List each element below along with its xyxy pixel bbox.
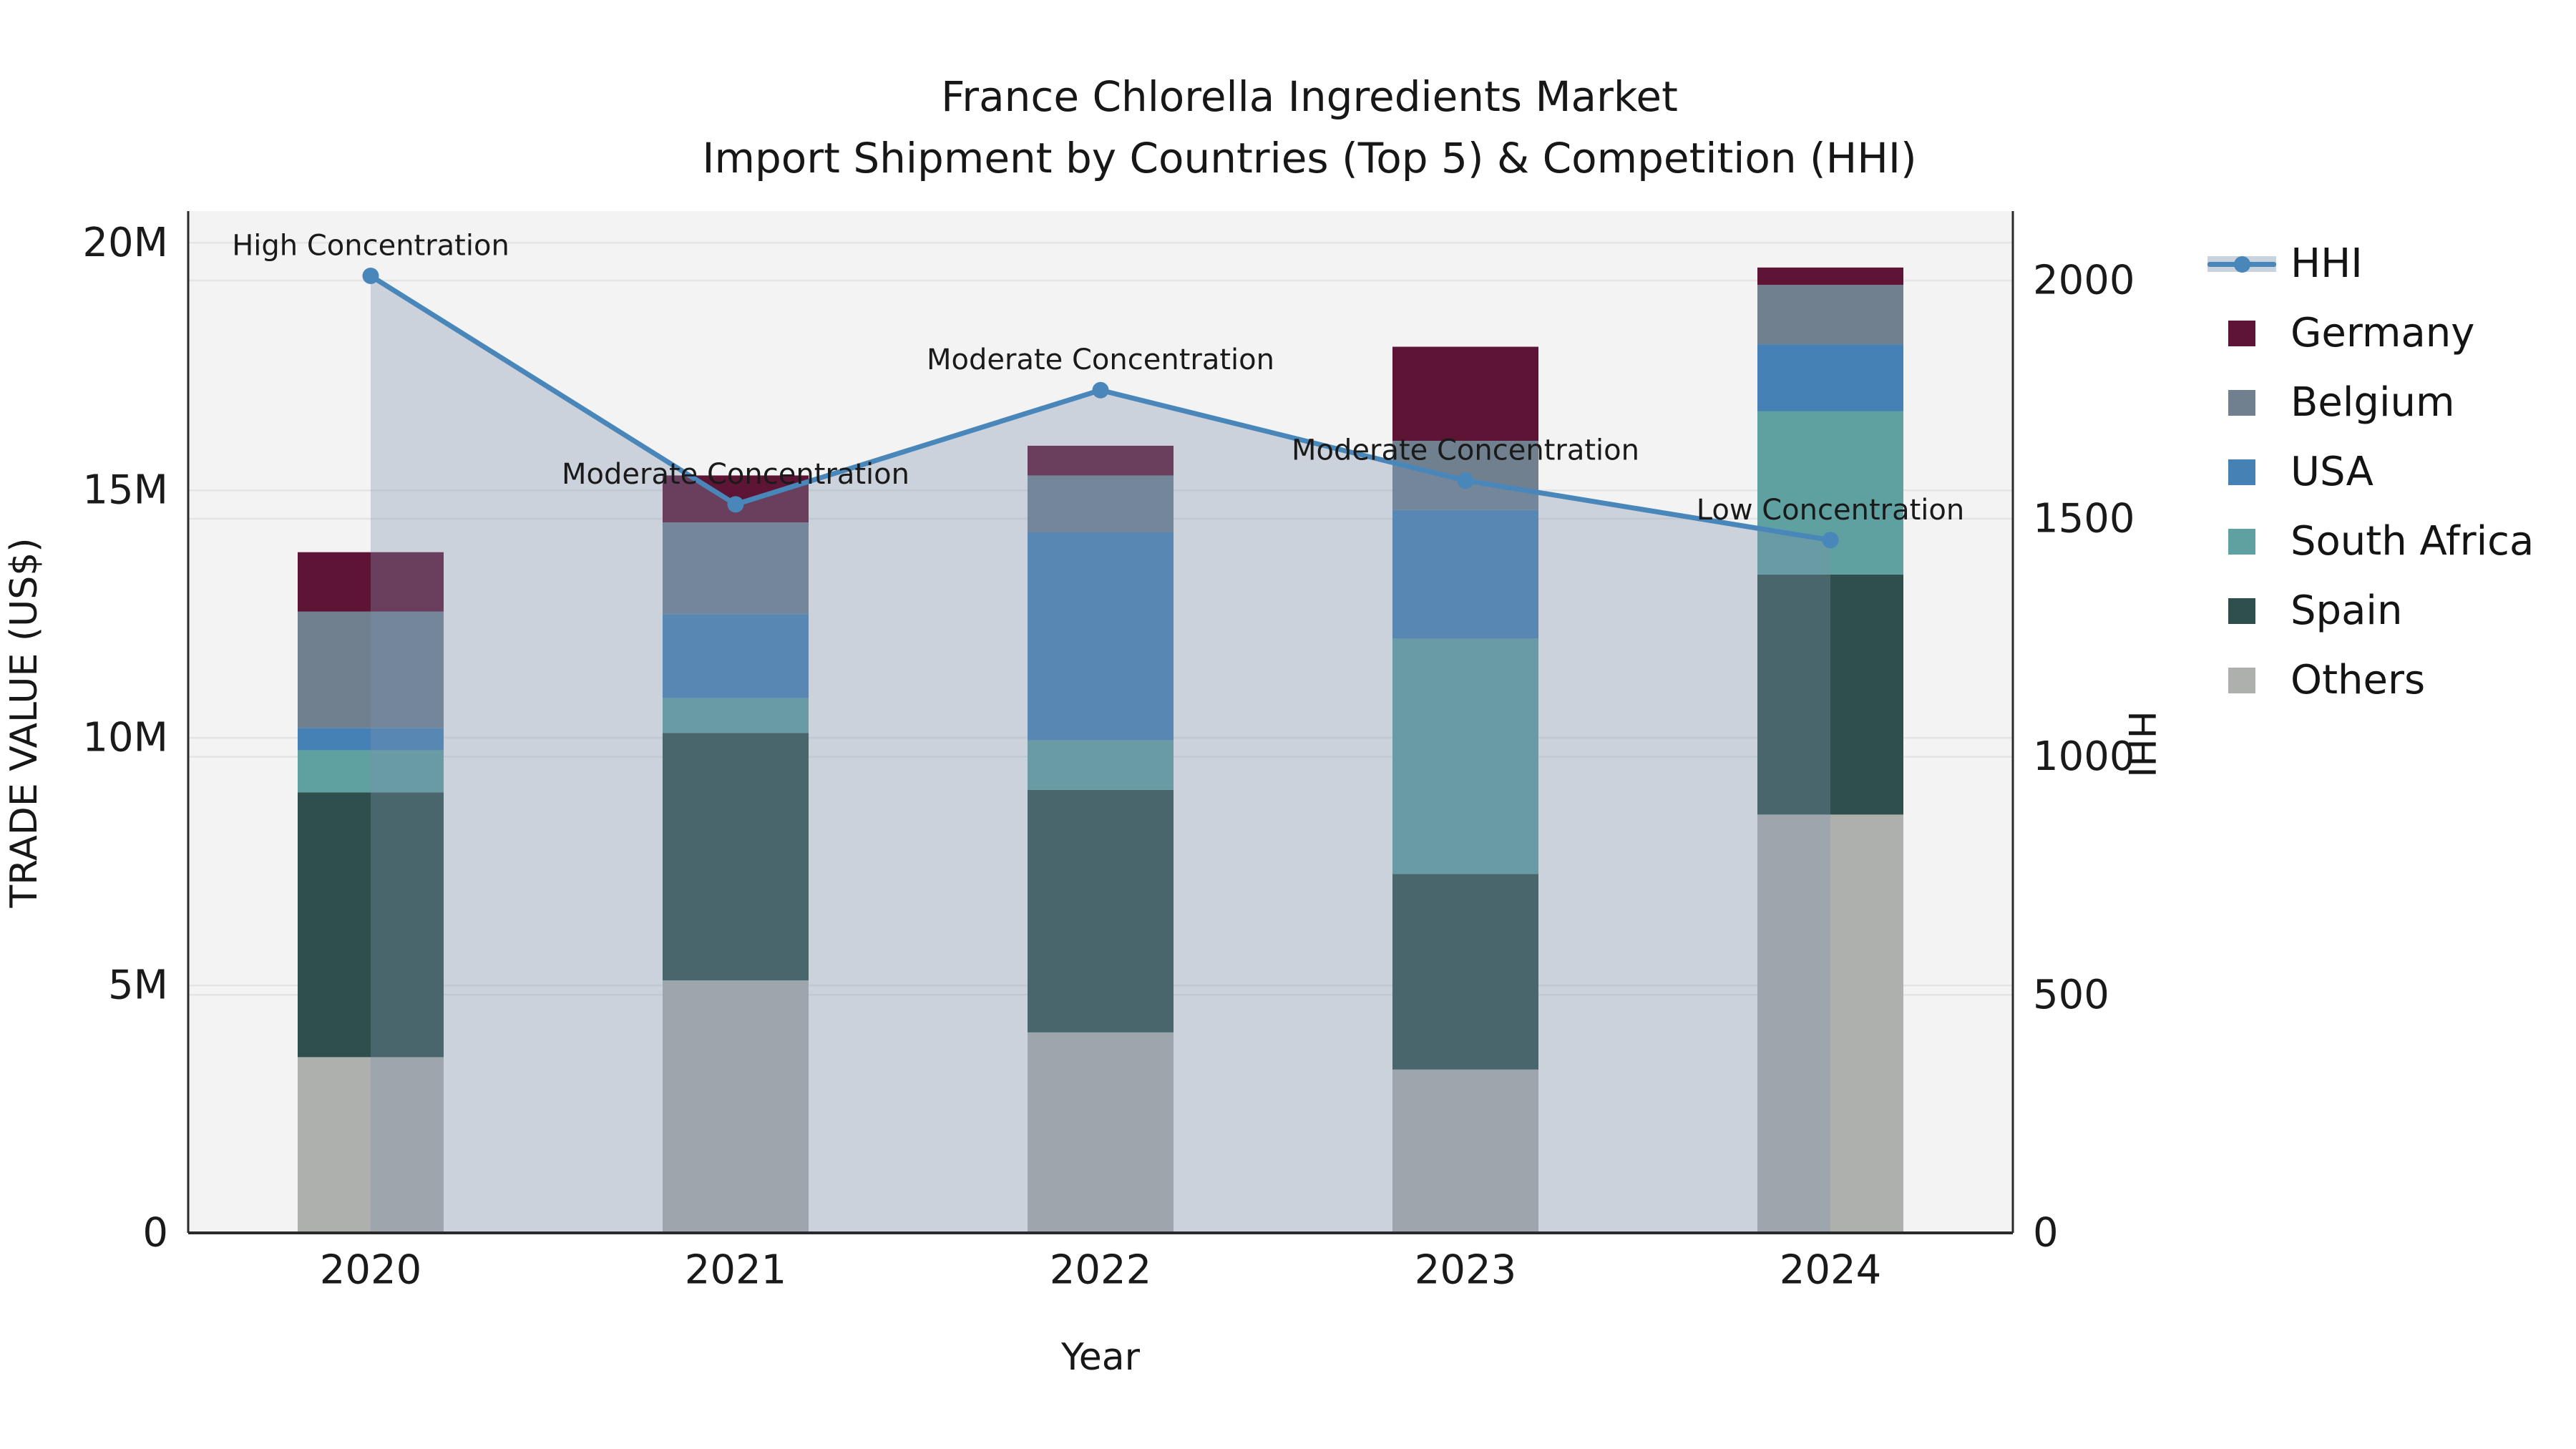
annotation-label: Low Concentration — [1697, 494, 1964, 527]
hhi-marker — [362, 267, 379, 284]
x-tick-label: 2022 — [1050, 1247, 1152, 1294]
bar-segment-spain — [1757, 574, 1903, 815]
legend-item-south-africa: South Africa — [2207, 507, 2534, 576]
bar-segment-spain — [663, 733, 809, 981]
legend-item-belgium: Belgium — [2207, 368, 2534, 437]
bar-segment-spain — [1392, 874, 1538, 1070]
bar-segment-others — [298, 1057, 444, 1233]
bar-segment-usa — [663, 614, 809, 698]
legend: HHI Germany Belgium USA South Africa Spain Oth… — [2207, 229, 2534, 715]
bar-segment-south-africa — [298, 750, 444, 793]
chart-title-line2: Import Shipment by Countries (Top 5) & C… — [702, 134, 1917, 182]
bar-segment-usa — [298, 728, 444, 751]
y-right-tick-label: 0 — [2033, 1210, 2059, 1257]
annotation-label: Moderate Concentration — [927, 343, 1274, 376]
bar-segment-germany — [1757, 267, 1903, 286]
hhi-marker — [1822, 532, 1839, 549]
x-tick-label: 2021 — [685, 1247, 787, 1294]
bar-segment-usa — [1392, 509, 1538, 639]
legend-item-spain: Spain — [2207, 576, 2534, 645]
chart-title: France Chlorella Ingredients Market Impo… — [43, 66, 2576, 189]
bar-segment-belgium — [1757, 285, 1903, 345]
bar-segment-spain — [298, 792, 444, 1058]
bar-segment-spain — [1028, 789, 1174, 1033]
bar-segment-usa — [1757, 344, 1903, 411]
y-right-tick-label: 1500 — [2033, 495, 2135, 542]
hhi-marker — [1457, 472, 1474, 489]
hhi-marker — [727, 496, 744, 513]
color-swatch-icon — [2207, 588, 2276, 634]
bar-segment-others — [1757, 814, 1903, 1233]
bar-segment-belgium — [298, 611, 444, 728]
bar-segment-others — [1392, 1069, 1538, 1233]
legend-label: HHI — [2290, 240, 2363, 287]
chart-title-line1: France Chlorella Ingredients Market — [941, 72, 1678, 121]
bar-segment-germany — [1028, 445, 1174, 476]
color-swatch-icon — [2207, 449, 2276, 495]
legend-item-others: Others — [2207, 645, 2534, 715]
color-swatch-icon — [2207, 380, 2276, 426]
bar-segment-germany — [1392, 346, 1538, 441]
annotation-label: Moderate Concentration — [562, 458, 909, 491]
hhi-line-swatch-icon — [2207, 241, 2276, 287]
y-left-tick-label: 0 — [142, 1210, 168, 1257]
color-swatch-icon — [2207, 519, 2276, 565]
bar-segment-others — [1028, 1032, 1174, 1233]
x-tick-label: 2023 — [1415, 1247, 1517, 1294]
y-right-tick-label: 2000 — [2033, 258, 2135, 304]
bar-segment-belgium — [1028, 475, 1174, 533]
x-axis-label: Year — [1060, 1336, 1141, 1379]
annotation-label: High Concentration — [232, 229, 509, 262]
annotation-label: Moderate Concentration — [1292, 434, 1639, 467]
legend-label: Germany — [2290, 310, 2475, 356]
bar-segment-south-africa — [1392, 638, 1538, 874]
x-tick-label: 2020 — [320, 1247, 422, 1294]
bar-segment-belgium — [663, 522, 809, 615]
y-right-tick-label: 1000 — [2033, 733, 2135, 780]
legend-item-hhi: HHI — [2207, 229, 2534, 298]
y-left-tick-label: 15M — [82, 467, 168, 514]
y-left-tick-label: 20M — [82, 220, 168, 266]
legend-label: Spain — [2290, 587, 2403, 634]
legend-label: Others — [2290, 657, 2426, 703]
bar-segment-usa — [1028, 532, 1174, 741]
legend-label: Belgium — [2290, 379, 2455, 426]
y-left-tick-label: 5M — [108, 962, 168, 1009]
x-tick-label: 2024 — [1780, 1247, 1882, 1294]
y-right-tick-label: 500 — [2033, 972, 2109, 1018]
legend-item-usa: USA — [2207, 437, 2534, 507]
hhi-area-fill — [371, 275, 1830, 1233]
color-swatch-icon — [2207, 658, 2276, 703]
legend-label: South Africa — [2290, 518, 2534, 565]
legend-item-germany: Germany — [2207, 298, 2534, 368]
y-left-tick-label: 10M — [82, 715, 168, 761]
bar-segment-germany — [298, 552, 444, 612]
bar-segment-others — [663, 980, 809, 1233]
bar-segment-south-africa — [663, 698, 809, 733]
bar-segment-south-africa — [1028, 740, 1174, 790]
legend-label: USA — [2290, 449, 2373, 495]
hhi-marker — [1092, 381, 1109, 399]
color-swatch-icon — [2207, 311, 2276, 356]
